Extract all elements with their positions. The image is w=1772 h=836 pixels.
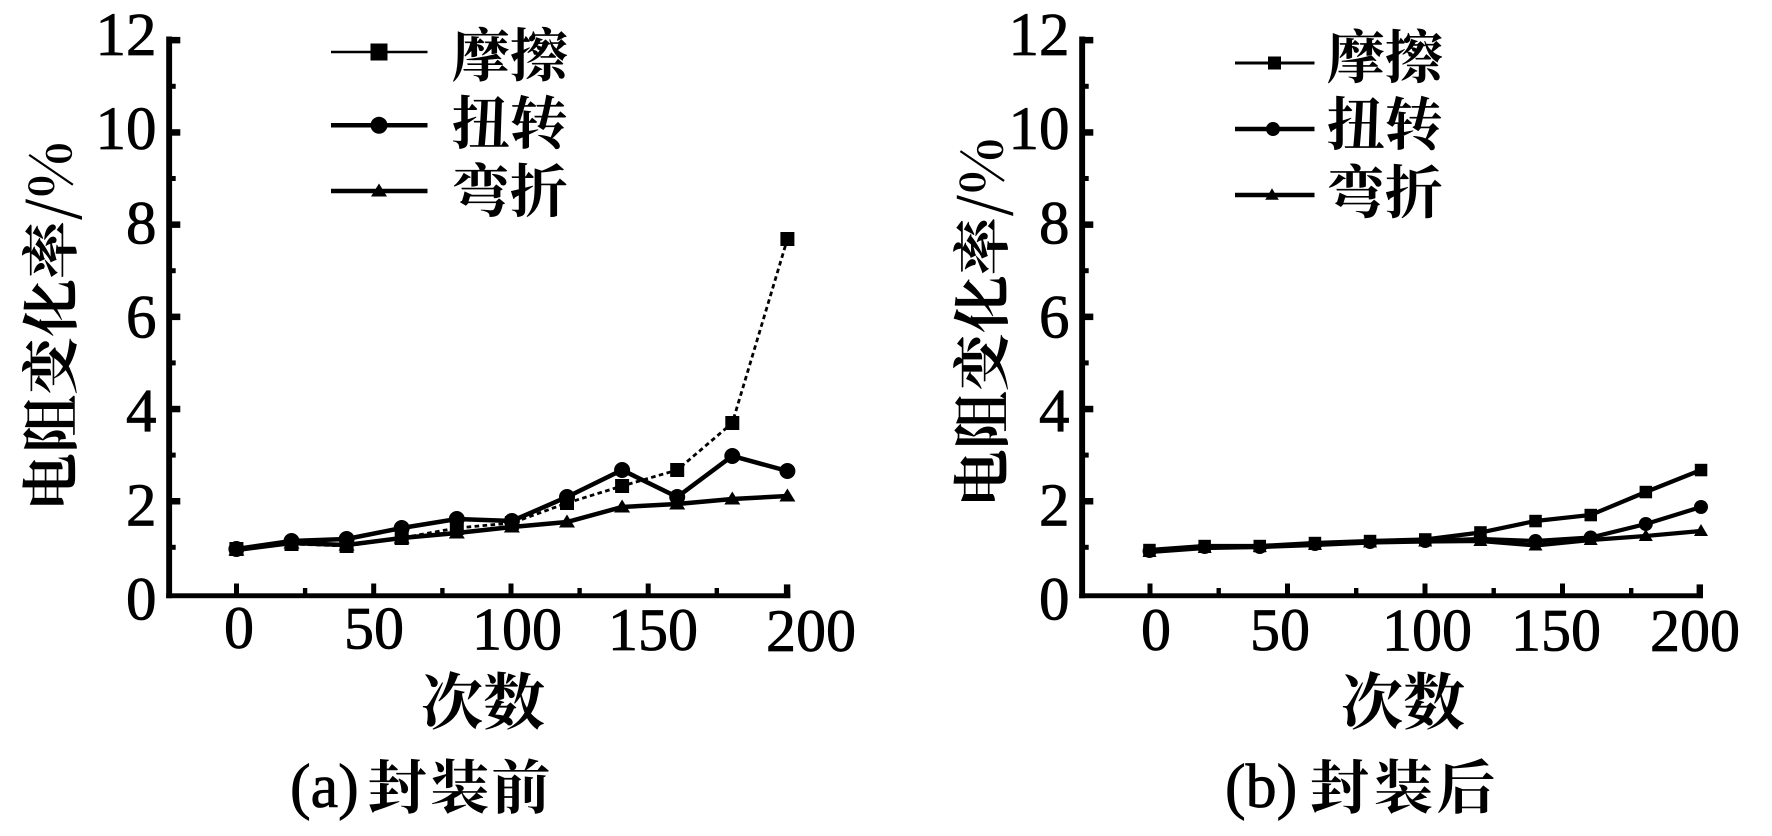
svg-text:2: 2: [1039, 472, 1070, 539]
svg-text:8: 8: [126, 190, 157, 257]
svg-text:12: 12: [1009, 2, 1070, 69]
svg-text:100: 100: [472, 597, 562, 663]
svg-text:200: 200: [766, 598, 856, 664]
svg-text:0: 0: [224, 595, 254, 661]
svg-text:100: 100: [1382, 598, 1472, 664]
svg-text:50: 50: [344, 596, 404, 662]
svg-text:50: 50: [1250, 597, 1310, 663]
svg-text:0: 0: [1039, 566, 1070, 633]
svg-text:150: 150: [608, 597, 698, 663]
svg-text:(b): (b): [1225, 753, 1297, 821]
svg-text:8: 8: [1039, 190, 1070, 257]
svg-text:2: 2: [126, 472, 157, 539]
svg-text:(a): (a): [290, 753, 359, 821]
svg-text:0: 0: [1141, 597, 1171, 663]
svg-text:6: 6: [1039, 284, 1070, 351]
svg-text:4: 4: [1039, 378, 1070, 445]
svg-text:12: 12: [96, 2, 157, 69]
svg-text:10: 10: [1009, 96, 1070, 163]
svg-text:150: 150: [1511, 598, 1601, 664]
svg-text:10: 10: [96, 96, 157, 163]
svg-text:4: 4: [126, 378, 157, 445]
svg-text:6: 6: [126, 284, 157, 351]
svg-text:0: 0: [126, 566, 157, 633]
svg-text:200: 200: [1650, 598, 1740, 664]
